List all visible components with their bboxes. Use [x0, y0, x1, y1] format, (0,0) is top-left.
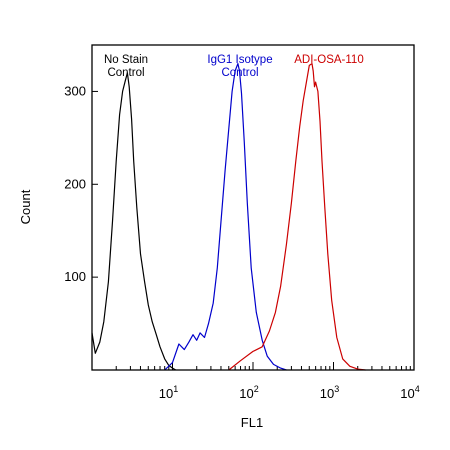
x-axis-ticks: 101 102 103 104 [115, 362, 420, 401]
series-line-1 [164, 62, 287, 371]
plot-frame [91, 44, 415, 371]
series-label-1-line-1: Control [221, 67, 258, 79]
x-tick-label: 103 [320, 384, 339, 401]
series-label-1-line-0: IgG1 Isotype [207, 54, 272, 66]
y-tick-label: 100 [64, 269, 86, 284]
series-label-0-line-1: Control [107, 67, 144, 79]
series-label-0-line-0: No Stain [104, 54, 148, 66]
x-tick-label: 102 [239, 384, 258, 401]
x-tick-label: 104 [400, 384, 419, 401]
series-label-2-line-0: ADI-OSA-110 [294, 54, 363, 66]
y-axis-title: Count [18, 189, 33, 224]
x-axis-title: FL1 [241, 415, 263, 430]
series-line-2 [228, 62, 366, 371]
series-line-0 [91, 72, 177, 371]
x-tick-label: 101 [159, 384, 178, 401]
y-axis-ticks: 100 200 300 [64, 83, 98, 284]
series-layer [91, 62, 366, 371]
y-tick-label: 200 [64, 176, 86, 191]
y-tick-label: 300 [64, 83, 86, 98]
